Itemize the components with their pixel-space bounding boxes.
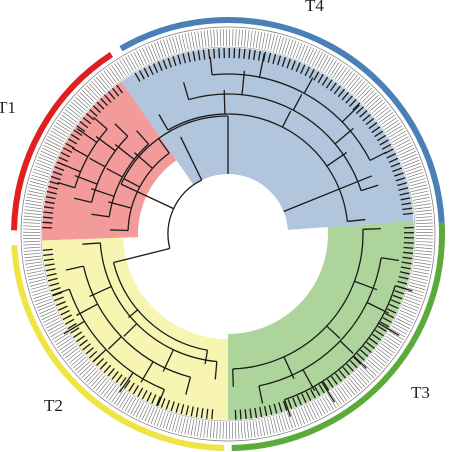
cluster-label-t4: T4 <box>305 0 324 15</box>
outer-arc-t4 <box>119 17 445 223</box>
leaf-ring-inner <box>40 46 416 422</box>
clade-t1-arc-3 <box>74 128 108 188</box>
clade-t2-radial-1-0 <box>185 376 192 395</box>
clade-t3-leaves <box>234 226 414 420</box>
clade-t1-radial-2-0 <box>73 197 92 203</box>
branch-t2-t3-stem <box>113 247 170 264</box>
clade-t3-radial-2-3 <box>321 381 336 403</box>
cluster-label-t2: T2 <box>44 396 63 415</box>
clade-t2-leaves <box>42 248 214 420</box>
clade-t4-radial-2-1 <box>258 53 265 78</box>
branch-t3-base <box>204 350 209 365</box>
branch-t1-t4-stem <box>180 136 203 181</box>
clade-t1-radial-3-4 <box>93 116 108 130</box>
clade-t3-radial-1-4 <box>258 385 264 404</box>
clade-t1-radial-1-0 <box>91 213 110 218</box>
clade-t3-radial-0-0 <box>362 228 381 230</box>
tree-branches <box>42 47 414 420</box>
leaf-label-ticks <box>22 28 434 440</box>
clade-t1-radial-1-4 <box>136 130 149 145</box>
clade-t4-radial-0-4 <box>347 218 366 223</box>
outer-arc-t1 <box>11 52 114 231</box>
leaf-label-ring <box>20 26 436 442</box>
clade-t3-radial-2-1 <box>378 322 400 337</box>
cluster-label-t1: T1 <box>0 98 16 117</box>
clade-t2-arc-0 <box>99 242 217 363</box>
branch-inner-t1 <box>120 183 174 210</box>
clade-t2-radial-0-2 <box>123 323 138 337</box>
clade-t4-radial-2-4 <box>369 151 387 162</box>
clade-t1-leaves <box>42 84 124 229</box>
clade-t3-arc-1 <box>258 257 382 387</box>
cluster-label-t3: T3 <box>411 383 430 402</box>
clade-t2-radial-2-3 <box>63 320 85 335</box>
clade-t4-arc-0 <box>167 113 348 222</box>
clade-t4-radial-2-0 <box>209 56 213 75</box>
clade-t3-radial-1-2 <box>339 340 354 354</box>
branch-root-long <box>283 175 372 213</box>
clade-t4-radial-1-2 <box>292 93 303 111</box>
sector-t1 <box>42 81 177 241</box>
clade-t4-radial-2-2 <box>303 77 314 94</box>
outer-arc-t2 <box>11 245 225 451</box>
clade-t3-arc-2 <box>284 285 396 401</box>
clade-t4-leaves <box>134 47 413 216</box>
clade-t1-arc-0 <box>127 152 170 231</box>
clade-t1-radial-3-0 <box>57 181 76 189</box>
clade-t3-radial-1-0 <box>381 257 400 262</box>
clade-t1-radial-0-4 <box>158 138 170 154</box>
sector-t3 <box>228 221 414 420</box>
clade-t1-radial-2-2 <box>89 157 106 168</box>
arc-t1-t4 <box>120 115 229 185</box>
outer-arc-t3 <box>231 222 445 451</box>
clade-t4-radial-2-3 <box>341 104 360 123</box>
clade-t2-radial-0-0 <box>214 361 218 380</box>
clade-t2-radial-1-4 <box>65 265 84 271</box>
clade-t1-radial-1-2 <box>106 167 123 178</box>
clade-t1-radial-0-2 <box>123 178 141 188</box>
clade-t1-radial-3-2 <box>71 147 89 158</box>
leaf-ring-outer <box>20 26 436 442</box>
clade-t4-radial-1-4 <box>360 184 379 192</box>
clade-t1-radial-3-3 <box>76 128 98 143</box>
clade-t2-radial-2-4 <box>52 288 70 296</box>
clade-t1-radial-2-4 <box>114 123 129 137</box>
clade-t2-radial-2-1 <box>119 372 134 393</box>
root-arc <box>167 179 202 249</box>
arc-t2-t3 <box>112 262 208 351</box>
clade-t2-radial-2-0 <box>156 389 165 407</box>
clade-t1-radial-0-0 <box>110 229 129 232</box>
sector-t2 <box>42 237 228 420</box>
clade-t2-radial-0-4 <box>82 242 101 245</box>
clade-t3-radial-0-2 <box>326 325 341 339</box>
clade-t4-radial-1-0 <box>182 82 190 100</box>
clade-t4-radial-0-0 <box>158 114 169 131</box>
clade-t4-radial-0-2 <box>281 110 292 128</box>
clade-t3-radial-2-2 <box>353 355 367 369</box>
clade-t3-radial-0-4 <box>232 368 234 387</box>
clade-t3-radial-2-4 <box>283 399 292 417</box>
clade-t2-arc-2 <box>68 288 165 391</box>
clade-t4-arc-2 <box>211 73 371 161</box>
cluster-outer-arcs <box>11 17 445 451</box>
clade-t1-arc-2 <box>90 135 129 203</box>
clade-t2-radial-1-2 <box>107 336 122 350</box>
